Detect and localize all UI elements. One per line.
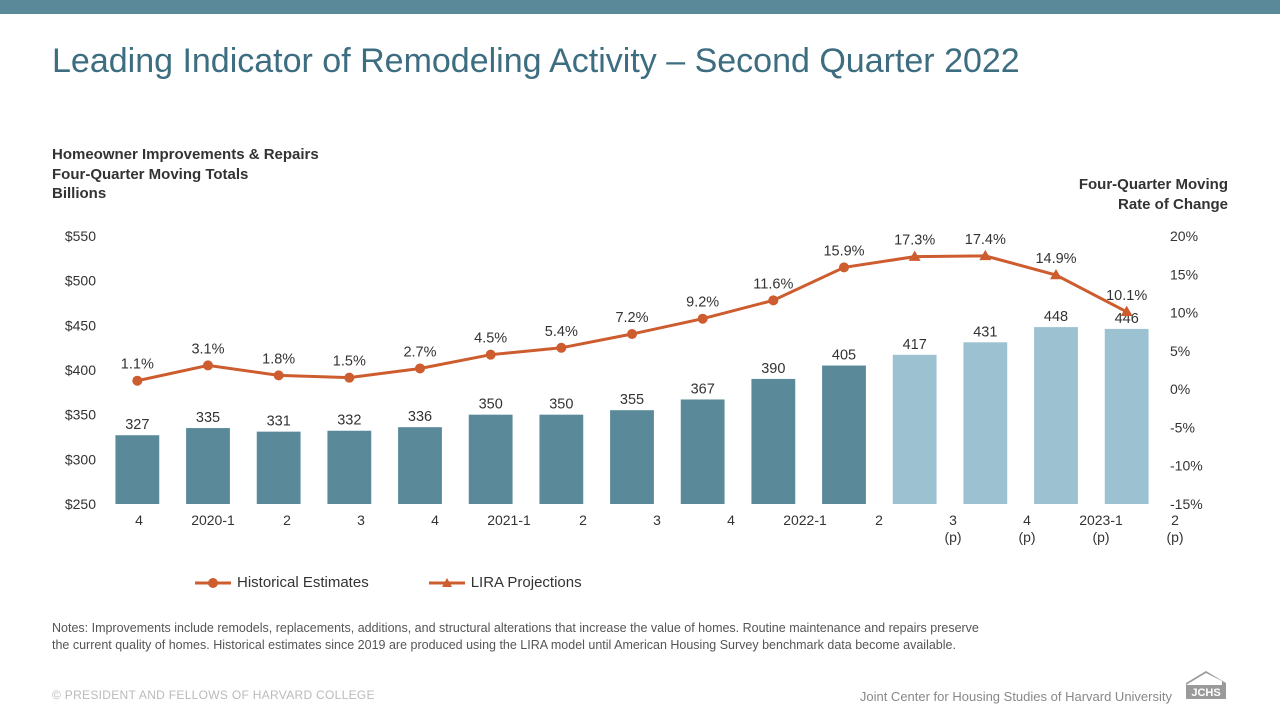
x-tick-label: 4 — [102, 512, 176, 546]
notes-line-1: Notes: Improvements include remodels, re… — [52, 620, 1202, 637]
y-left-axis-label: Homeowner Improvements & Repairs Four-Qu… — [52, 145, 319, 204]
y-left-label-l1: Homeowner Improvements & Repairs — [52, 145, 319, 165]
svg-text:405: 405 — [832, 348, 856, 364]
x-tick-label: 3 — [620, 512, 694, 546]
svg-text:350: 350 — [549, 397, 573, 413]
svg-text:$250: $250 — [65, 496, 96, 510]
x-tick-label: 2020-1 — [176, 512, 250, 546]
svg-text:-10%: -10% — [1170, 458, 1203, 474]
svg-text:$500: $500 — [65, 273, 96, 289]
svg-text:2.7%: 2.7% — [403, 344, 436, 360]
x-tick-label: 2023-1(p) — [1064, 512, 1138, 546]
x-tick-label: 2022-1 — [768, 512, 842, 546]
legend: Historical Estimates LIRA Projections — [195, 574, 582, 591]
svg-text:9.2%: 9.2% — [686, 295, 719, 311]
svg-text:0%: 0% — [1170, 381, 1190, 397]
page-title: Leading Indicator of Remodeling Activity… — [0, 14, 1280, 81]
svg-text:5.4%: 5.4% — [545, 324, 578, 340]
legend-label-historical: Historical Estimates — [237, 574, 369, 591]
svg-text:17.4%: 17.4% — [965, 232, 1006, 248]
y-right-axis-label: Four-Quarter Moving Rate of Change — [1079, 175, 1228, 214]
footer-copyright: © PRESIDENT AND FELLOWS OF HARVARD COLLE… — [52, 688, 375, 702]
jchs-logo: JCHS — [1180, 671, 1228, 704]
svg-text:14.9%: 14.9% — [1035, 251, 1076, 267]
y-left-label-l2: Four-Quarter Moving Totals — [52, 165, 319, 185]
y-right-label-l1: Four-Quarter Moving — [1079, 175, 1228, 195]
svg-text:3.1%: 3.1% — [191, 341, 224, 357]
svg-text:17.3%: 17.3% — [894, 233, 935, 249]
svg-text:$550: $550 — [65, 230, 96, 244]
x-tick-label: 2 — [842, 512, 916, 546]
x-tick-label: 3(p) — [916, 512, 990, 546]
legend-item-projections: LIRA Projections — [429, 574, 582, 591]
svg-text:335: 335 — [196, 410, 220, 426]
svg-text:10.1%: 10.1% — [1106, 288, 1147, 304]
svg-text:-15%: -15% — [1170, 496, 1203, 510]
svg-text:-5%: -5% — [1170, 419, 1195, 435]
top-bar — [0, 0, 1280, 14]
svg-text:355: 355 — [620, 392, 644, 408]
x-tick-label: 4(p) — [990, 512, 1064, 546]
svg-text:20%: 20% — [1170, 230, 1198, 244]
svg-text:10%: 10% — [1170, 305, 1198, 321]
svg-text:390: 390 — [761, 361, 785, 377]
svg-text:431: 431 — [973, 324, 997, 340]
legend-marker-historical — [195, 576, 231, 590]
chart-area: $250 $300 $350 $400 $450 $500 $550 -15% -10% -5% 0… — [52, 230, 1228, 510]
svg-text:$400: $400 — [65, 362, 96, 378]
svg-text:JCHS: JCHS — [1191, 687, 1220, 699]
legend-item-historical: Historical Estimates — [195, 574, 369, 591]
notes-line-2: the current quality of homes. Historical… — [52, 637, 1202, 654]
svg-text:$300: $300 — [65, 451, 96, 467]
legend-label-projections: LIRA Projections — [471, 574, 582, 591]
y-left-label-l3: Billions — [52, 184, 319, 204]
svg-text:4.5%: 4.5% — [474, 331, 507, 347]
svg-text:327: 327 — [125, 417, 149, 433]
svg-text:15.9%: 15.9% — [823, 243, 864, 259]
svg-text:15%: 15% — [1170, 266, 1198, 282]
x-tick-label: 3 — [324, 512, 398, 546]
x-axis-labels: 42020-12342021-12342022-123(p)4(p)2023-1… — [102, 512, 1212, 546]
footer-org-name: Joint Center for Housing Studies of Harv… — [860, 689, 1172, 704]
x-tick-label: 4 — [694, 512, 768, 546]
x-tick-label: 2021-1 — [472, 512, 546, 546]
svg-text:417: 417 — [903, 337, 927, 353]
chart-notes: Notes: Improvements include remodels, re… — [52, 620, 1202, 654]
svg-text:11.6%: 11.6% — [753, 276, 793, 292]
svg-text:331: 331 — [267, 414, 291, 430]
x-tick-label: 2 — [250, 512, 324, 546]
svg-text:1.5%: 1.5% — [333, 354, 366, 370]
svg-text:1.8%: 1.8% — [262, 351, 295, 367]
legend-marker-projections — [429, 576, 465, 590]
x-tick-label: 2 — [546, 512, 620, 546]
svg-text:5%: 5% — [1170, 343, 1190, 359]
chart-svg: $250 $300 $350 $400 $450 $500 $550 -15% -10% -5% 0… — [52, 230, 1228, 510]
svg-text:1.1%: 1.1% — [121, 357, 154, 373]
x-tick-label: 2(p) — [1138, 512, 1212, 546]
footer-attribution: Joint Center for Housing Studies of Harv… — [860, 671, 1228, 704]
svg-text:336: 336 — [408, 409, 432, 425]
svg-text:367: 367 — [691, 381, 715, 397]
svg-text:350: 350 — [479, 397, 503, 413]
svg-text:7.2%: 7.2% — [615, 310, 648, 326]
y-right-label-l2: Rate of Change — [1079, 195, 1228, 215]
x-tick-label: 4 — [398, 512, 472, 546]
svg-text:$450: $450 — [65, 317, 96, 333]
svg-text:$350: $350 — [65, 407, 96, 423]
svg-text:448: 448 — [1044, 309, 1068, 325]
svg-text:332: 332 — [337, 413, 361, 429]
